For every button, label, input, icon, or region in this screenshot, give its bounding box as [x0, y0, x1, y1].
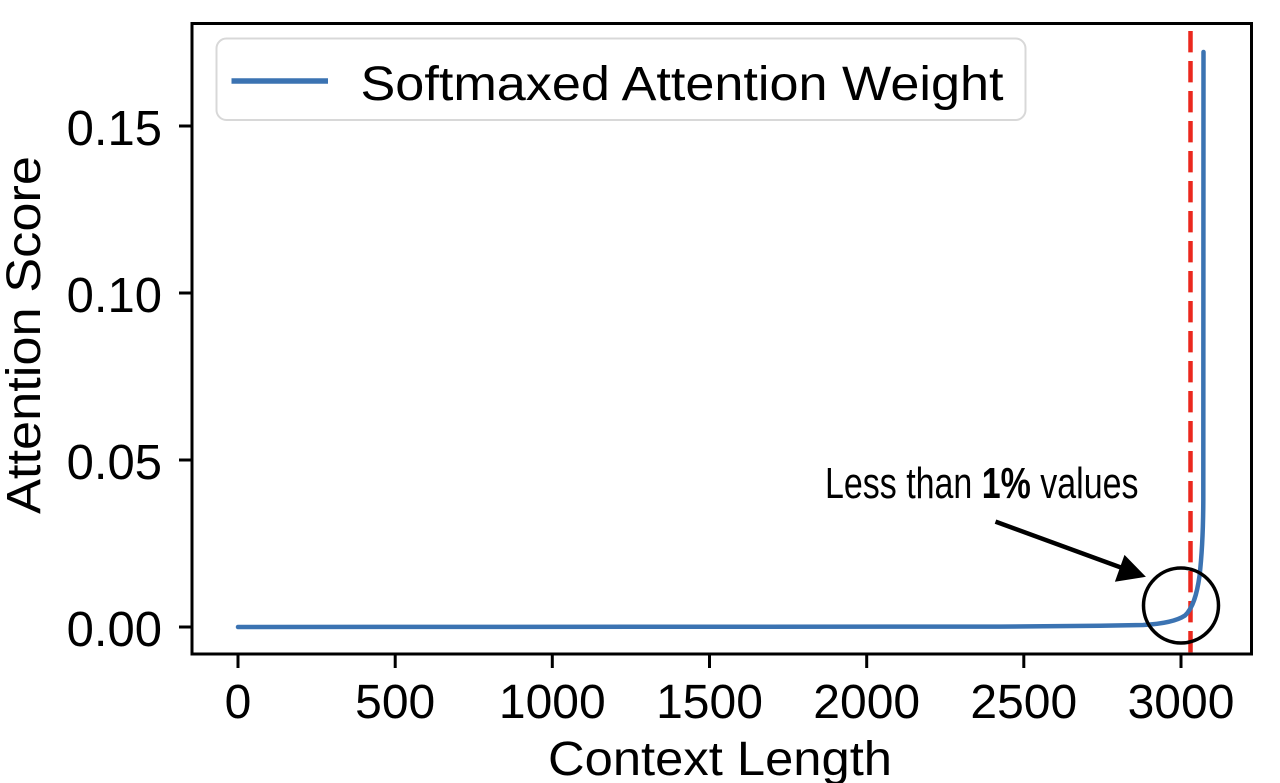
svg-text:1500: 1500	[656, 676, 763, 729]
svg-text:Attention Score: Attention Score	[0, 156, 51, 514]
svg-text:2500: 2500	[970, 676, 1077, 729]
svg-text:3000: 3000	[1128, 676, 1235, 729]
svg-text:0.05: 0.05	[67, 436, 162, 490]
svg-text:1000: 1000	[499, 676, 606, 729]
svg-text:Softmaxed Attention Weight: Softmaxed Attention Weight	[361, 58, 1004, 111]
svg-text:500: 500	[355, 676, 435, 729]
svg-text:0.15: 0.15	[67, 102, 162, 156]
svg-text:0: 0	[225, 676, 252, 729]
svg-text:0.10: 0.10	[67, 269, 162, 323]
svg-text:2000: 2000	[813, 676, 920, 729]
svg-text:Less than 1% values: Less than 1% values	[825, 459, 1139, 508]
svg-text:0.00: 0.00	[67, 603, 162, 657]
svg-text:Context Length: Context Length	[548, 733, 892, 783]
